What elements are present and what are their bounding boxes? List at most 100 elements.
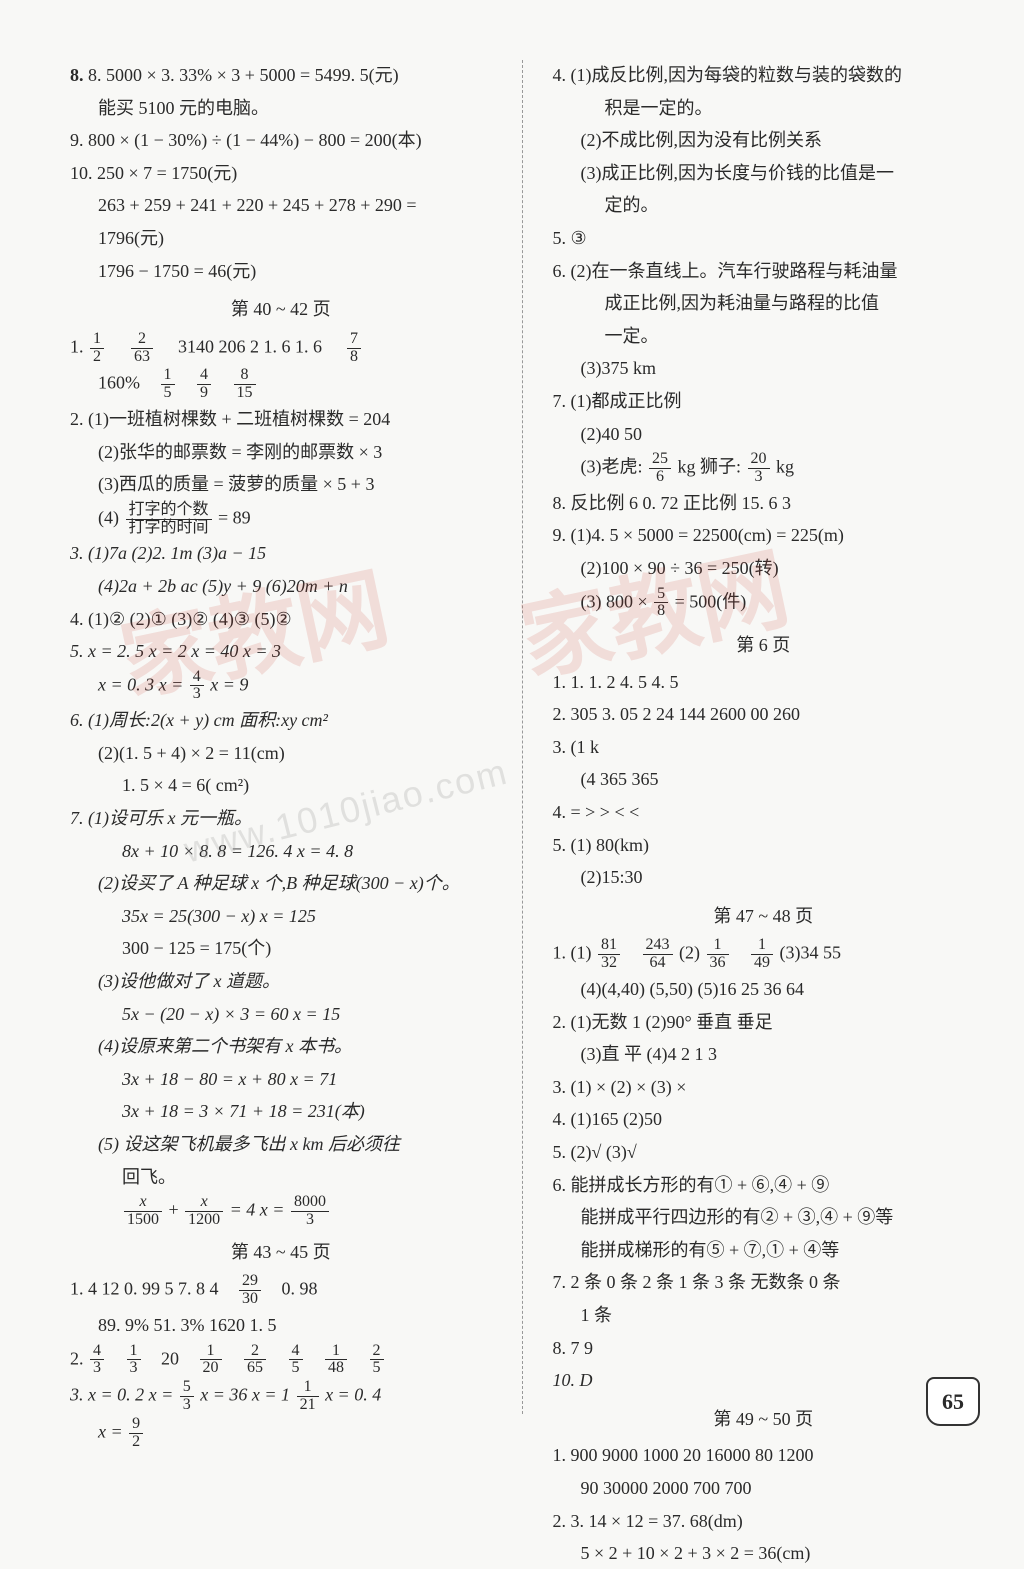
text-line: 一定。 [553,321,975,352]
text-line: 2. 43 13 20 120 265 45 148 25 [70,1343,492,1378]
fraction: 203 [748,451,770,486]
text-line: x1500 + x1200 = 4 x = 80003 [70,1194,492,1229]
text-line: 能拼成平行四边形的有② + ③,④ + ⑨等 [553,1202,975,1233]
text-line: 8. 7 9 [553,1333,975,1364]
text-line: 成正比例,因为耗油量与路程的比值 [553,288,975,319]
text-line: 6. 能拼成长方形的有① + ⑥,④ + ⑨ [553,1170,975,1201]
content: kg [776,457,794,477]
page-number: 65 [926,1377,980,1426]
content: 800 × [606,591,648,611]
fraction: 45 [289,1343,303,1378]
fraction: 15 [161,367,175,402]
text-line: 5 × 2 + 10 × 2 + 3 × 2 = 36(cm) [553,1538,975,1569]
text-line: 35x = 25(300 − x) x = 125 [70,901,492,932]
fraction: 43 [190,669,204,704]
text-line: 10. 250 × 7 = 1750(元) [70,158,492,189]
text-line: 能拼成梯形的有⑤ + ⑦,① + ④等 [553,1235,975,1266]
fraction: 25 [370,1343,384,1378]
text-line: 4. (1)② (2)① (3)② (4)③ (5)② [70,604,492,635]
fraction: 49 [197,367,211,402]
fraction: 80003 [291,1194,329,1229]
text-line: (2)100 × 90 ÷ 36 = 250(转) [553,553,975,584]
text-line: 5x − (20 − x) × 3 = 60 x = 15 [70,999,492,1030]
text-line: (4)(4,40) (5,50) (5)16 25 36 64 [553,974,975,1005]
text-line: 4. (1)165 (2)50 [553,1104,975,1135]
text-line: 263 + 259 + 241 + 220 + 245 + 278 + 290 … [70,190,492,221]
fraction: 92 [129,1416,143,1451]
text-line: 90 30000 2000 700 700 [553,1473,975,1504]
text-line: 3. (1) × (2) × (3) × [553,1072,975,1103]
content: x = 36 x = 1 [200,1385,290,1405]
text-line: 5. (2)√ (3)√ [553,1137,975,1168]
content: 8. 5000 × 3. 33% × 3 + 5000 = 5499. 5(元) [88,65,399,85]
text-line: 3x + 18 = 3 × 71 + 18 = 231(本) [70,1096,492,1127]
text-line: (4 365 365 [553,764,975,795]
fraction: 2930 [239,1273,261,1308]
text-line: 2. (1)无数 1 (2)90° 垂直 垂足 [553,1007,975,1038]
content: (3) [581,591,602,611]
text-line: 1 条 [553,1300,975,1331]
fraction: 58 [654,586,668,621]
fraction: 24364 [643,937,673,972]
page-container: 8. 8. 5000 × 3. 33% × 3 + 5000 = 5499. 5… [70,60,974,1414]
text-line: (2)张华的邮票数 = 李刚的邮票数 × 3 [70,437,492,468]
fraction: 256 [649,451,671,486]
text-line: 89. 9% 51. 3% 1620 1. 5 [70,1310,492,1341]
content: = 4 x = [230,1200,285,1220]
text-line: 2. 305 3. 05 2 24 144 2600 00 260 [553,699,975,730]
content: 1. [70,336,84,356]
text-line: 7. 2 条 0 条 2 条 1 条 3 条 无数条 0 条 [553,1267,975,1298]
content: (3)34 55 [780,943,842,963]
text-line: 6. (2)在一条直线上。汽车行驶路程与耗油量 [553,256,975,287]
fraction: 263 [131,331,153,366]
fraction: 265 [244,1343,266,1378]
text-line: 8. 8. 5000 × 3. 33% × 3 + 5000 = 5499. 5… [70,60,492,91]
fraction: x1200 [185,1194,223,1229]
fraction: 120 [200,1343,222,1378]
text-line: 8. 反比例 6 0. 72 正比例 15. 6 3 [553,488,975,519]
fraction: 13 [127,1343,141,1378]
text-line: 2. 3. 14 × 12 = 37. 68(dm) [553,1506,975,1537]
fraction: 121 [297,1379,319,1414]
text-line: 3. (1 k [553,732,975,763]
section-header: 第 40 ~ 42 页 [70,294,492,325]
content: = 500(件) [675,591,747,611]
text-line: (3)西瓜的质量 = 菠萝的质量 × 5 + 3 [70,469,492,500]
text-line: x = 92 [70,1416,492,1451]
content: (3)老虎: [581,457,643,477]
text-line: (2)40 50 [553,419,975,450]
text-line: 1. 1. 1. 2 4. 5 4. 5 [553,667,975,698]
column-divider [522,60,523,1414]
text-line: 积是一定的。 [553,93,975,124]
text-line: 3. x = 0. 2 x = 53 x = 36 x = 1 121 x = … [70,1379,492,1414]
fraction: 打字的个数打字的时间 [126,502,212,537]
text-line: 9. (1)4. 5 × 5000 = 22500(cm) = 225(m) [553,520,975,551]
text-line: 1. 4 12 0. 99 5 7. 8 4 2930 0. 98 [70,1273,492,1308]
text-line: 10. D [553,1365,975,1396]
text-line: (2)不成比例,因为没有比例关系 [553,125,975,156]
text-line: 1. 900 9000 1000 20 16000 80 1200 [553,1440,975,1471]
text-line: 5. (1) 80(km) [553,830,975,861]
fraction: 148 [325,1343,347,1378]
content: 160% [98,373,140,393]
text-line: 1. (1) 8132 24364 (2) 136 149 (3)34 55 [553,937,975,972]
text-line: (2)15:30 [553,862,975,893]
text-line: x = 0. 3 x = 43 x = 9 [70,669,492,704]
left-column: 8. 8. 5000 × 3. 33% × 3 + 5000 = 5499. 5… [70,60,492,1414]
content: + [169,1200,179,1220]
text-line: (2)设买了 A 种足球 x 个,B 种足球(300 − x)个。 [70,868,492,899]
text-line: 1796 − 1750 = 46(元) [70,256,492,287]
text-line: 5. x = 2. 5 x = 2 x = 40 x = 3 [70,636,492,667]
text-line: 3. (1)7a (2)2. 1m (3)a − 15 [70,538,492,569]
content: x = [98,1421,123,1441]
section-header: 第 47 ~ 48 页 [553,901,975,932]
fraction: x1500 [124,1194,162,1229]
fraction: 815 [234,367,256,402]
fraction: 12 [90,331,104,366]
content: 1. (1) [553,943,592,963]
content: 20 [161,1348,179,1368]
text-line: (3)设他做对了 x 道题。 [70,966,492,997]
fraction: 78 [347,331,361,366]
text-line: (5) 设这架飞机最多飞出 x km 后必须往 [70,1129,492,1160]
content: 3140 206 2 1. 6 1. 6 [178,336,322,356]
